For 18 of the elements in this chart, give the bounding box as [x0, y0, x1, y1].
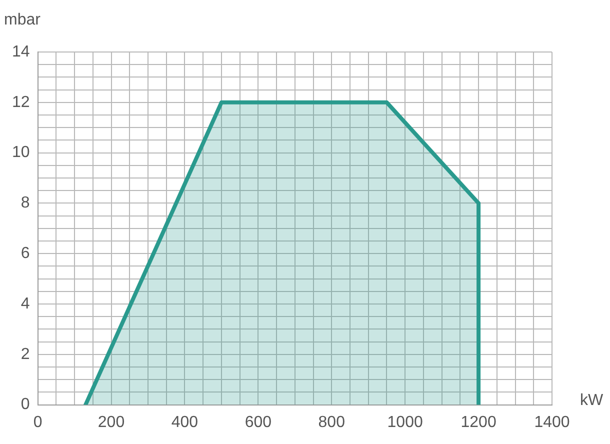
y-tick-label: 14	[12, 43, 30, 60]
y-tick-label: 8	[20, 194, 30, 212]
x-axis-title: kW	[580, 392, 604, 410]
y-axis-title: mbar	[4, 11, 42, 28]
y-tick-label: 10	[12, 144, 30, 162]
x-tick-label: 1200	[460, 414, 496, 431]
x-tick-label: 600	[244, 414, 272, 431]
x-tick-label: 0	[33, 414, 42, 431]
y-tick-label: 12	[12, 94, 30, 111]
y-tick-label: 0	[20, 396, 30, 414]
x-tick-label: 1000	[387, 414, 423, 431]
y-tick-label: 4	[20, 295, 30, 312]
y-tick-label: 2	[20, 346, 30, 363]
x-tick-label: 800	[318, 414, 346, 431]
x-tick-label: 1400	[534, 414, 570, 431]
x-tick-label: 200	[98, 414, 125, 431]
x-tick-label: 400	[171, 414, 198, 431]
y-tick-label: 6	[20, 245, 30, 262]
